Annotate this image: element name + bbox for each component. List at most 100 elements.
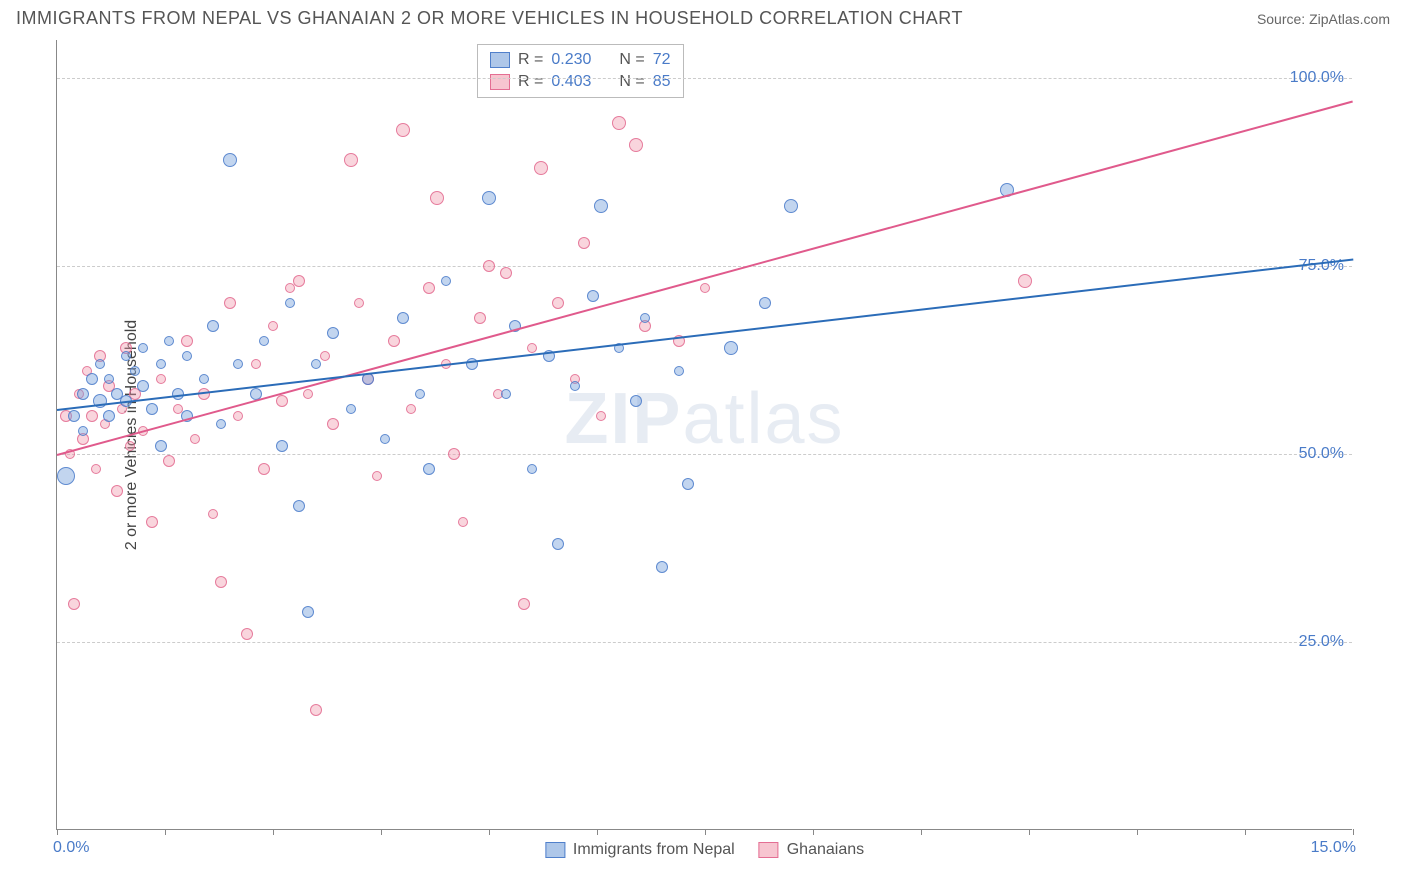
scatter-point [215,576,227,588]
scatter-point [208,509,218,519]
x-tick [1353,829,1354,835]
legend-row: R = 0.403 N = 85 [490,71,671,93]
scatter-point [103,410,115,422]
scatter-point [596,411,606,421]
scatter-point [674,366,684,376]
scatter-point [95,359,105,369]
x-tick [273,829,274,835]
y-tick-label: 25.0% [1299,633,1344,651]
x-tick [381,829,382,835]
legend-correlation: R = 0.230 N = 72 R = 0.403 N = 85 [477,44,684,98]
scatter-point [430,191,444,205]
scatter-point [77,388,89,400]
legend-r-value: 0.230 [551,51,591,69]
legend-r-value: 0.403 [551,73,591,91]
x-tick [1029,829,1030,835]
scatter-point [552,297,564,309]
scatter-point [310,704,322,716]
scatter-point [380,434,390,444]
x-tick-max: 15.0% [1311,839,1356,857]
scatter-point [130,366,140,376]
scatter-point [156,359,166,369]
scatter-point [276,440,288,452]
legend-series-label: Immigrants from Nepal [573,841,735,859]
scatter-point [482,191,496,205]
y-tick-label: 50.0% [1299,445,1344,463]
x-tick [921,829,922,835]
scatter-point [121,351,131,361]
scatter-point [311,359,321,369]
scatter-point [441,276,451,286]
scatter-point [500,267,512,279]
scatter-point [137,380,149,392]
scatter-point [68,598,80,610]
scatter-point [1018,274,1032,288]
scatter-point [656,561,668,573]
scatter-point [251,359,261,369]
scatter-point [570,381,580,391]
scatter-point [483,260,495,272]
scatter-point [629,138,643,152]
scatter-point [587,290,599,302]
scatter-point [578,237,590,249]
scatter-point [397,312,409,324]
scatter-point [163,455,175,467]
scatter-point [293,275,305,287]
scatter-point [415,389,425,399]
scatter-point [448,448,460,460]
scatter-point [285,298,295,308]
scatter-point [518,598,530,610]
scatter-point [125,441,135,451]
scatter-point [224,297,236,309]
scatter-point [111,485,123,497]
scatter-point [354,298,364,308]
x-tick [489,829,490,835]
legend-r-label: R = [518,51,543,69]
scatter-point [223,153,237,167]
chart-plot-area: 2 or more Vehicles in Household ZIPatlas… [56,40,1352,830]
scatter-point [527,343,537,353]
scatter-point [612,116,626,130]
gridline [57,642,1352,643]
scatter-point [91,464,101,474]
gridline [57,78,1352,79]
x-tick [597,829,598,835]
scatter-point [57,467,75,485]
legend-series: Immigrants from Nepal Ghanaians [545,841,864,859]
scatter-point [303,389,313,399]
scatter-point [146,516,158,528]
scatter-point [423,282,435,294]
scatter-point [784,199,798,213]
scatter-point [164,336,174,346]
x-tick [813,829,814,835]
scatter-point [372,471,382,481]
scatter-point [423,463,435,475]
legend-n-value: 72 [653,51,671,69]
legend-swatch-icon [490,52,510,68]
legend-series-item: Immigrants from Nepal [545,841,735,859]
scatter-point [146,403,158,415]
legend-r-label: R = [518,73,543,91]
scatter-point [241,628,253,640]
scatter-point [552,538,564,550]
legend-swatch-icon [545,842,565,858]
y-tick-label: 100.0% [1290,69,1344,87]
scatter-point [293,500,305,512]
scatter-point [104,374,114,384]
scatter-point [346,404,356,414]
legend-n-value: 85 [653,73,671,91]
scatter-point [474,312,486,324]
scatter-point [86,373,98,385]
gridline [57,266,1352,267]
legend-swatch-icon [759,842,779,858]
scatter-point [458,517,468,527]
scatter-point [86,410,98,422]
scatter-point [233,359,243,369]
scatter-point [682,478,694,490]
legend-series-label: Ghanaians [787,841,864,859]
scatter-point [759,297,771,309]
scatter-point [302,606,314,618]
scatter-point [344,153,358,167]
legend-n-label: N = [619,73,644,91]
legend-row: R =0.230N =72 [490,49,671,71]
